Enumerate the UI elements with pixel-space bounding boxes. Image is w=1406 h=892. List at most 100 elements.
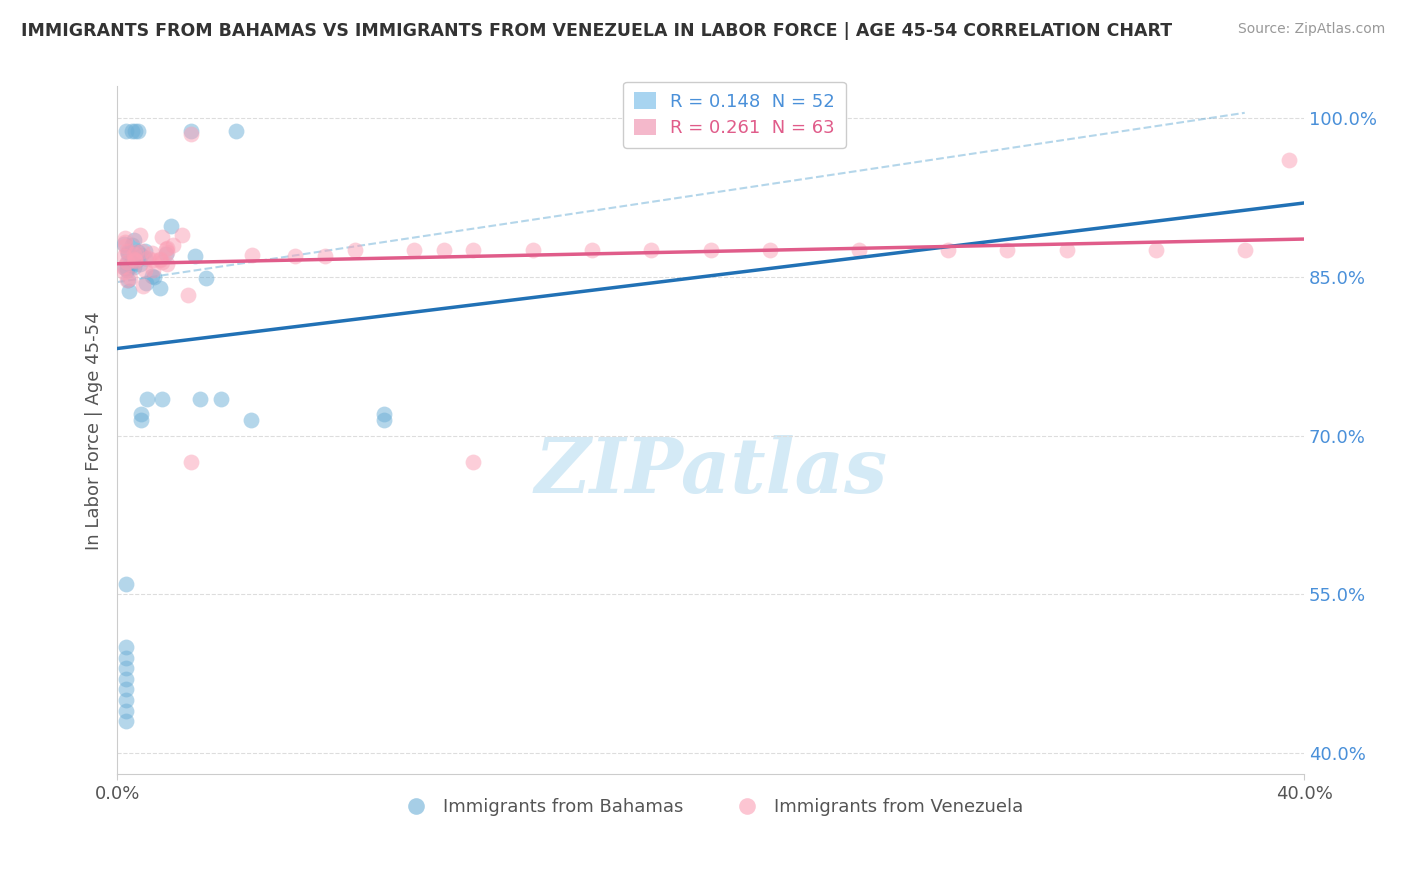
Point	[155, 242, 177, 256]
Point	[180, 124, 202, 138]
Point	[141, 246, 163, 260]
Point	[188, 392, 211, 406]
Point	[118, 270, 141, 285]
Point	[1144, 244, 1167, 258]
Point	[160, 219, 183, 234]
Point	[115, 124, 138, 138]
Point	[115, 640, 138, 655]
Point	[112, 260, 135, 275]
Point	[128, 227, 150, 242]
Point	[127, 124, 149, 138]
Point	[522, 244, 544, 258]
Point	[463, 244, 485, 258]
Point	[149, 280, 172, 294]
Legend: Immigrants from Bahamas, Immigrants from Venezuela: Immigrants from Bahamas, Immigrants from…	[391, 791, 1031, 823]
Point	[122, 260, 145, 274]
Point	[114, 235, 136, 250]
Point	[115, 263, 138, 277]
Point	[114, 238, 136, 252]
Point	[463, 455, 485, 469]
Point	[640, 244, 662, 258]
Point	[759, 244, 782, 258]
Point	[180, 127, 202, 141]
Point	[156, 241, 179, 255]
Point	[135, 392, 157, 406]
Point	[180, 455, 202, 469]
Point	[162, 237, 184, 252]
Point	[284, 249, 307, 263]
Point	[117, 247, 139, 261]
Point	[314, 249, 336, 263]
Point	[131, 244, 153, 258]
Point	[141, 268, 163, 283]
Point	[115, 704, 138, 718]
Point	[156, 245, 179, 260]
Point	[150, 392, 173, 406]
Point	[115, 260, 138, 275]
Point	[120, 256, 142, 270]
Point	[117, 245, 139, 260]
Point	[121, 124, 143, 138]
Point	[134, 244, 156, 259]
Point	[122, 252, 145, 267]
Point	[177, 288, 200, 302]
Point	[240, 248, 263, 262]
Point	[129, 408, 152, 422]
Point	[195, 271, 218, 285]
Point	[581, 244, 603, 258]
Point	[118, 284, 141, 298]
Point	[373, 412, 395, 426]
Point	[124, 254, 146, 268]
Point	[1056, 244, 1078, 258]
Point	[112, 264, 135, 278]
Point	[142, 252, 165, 267]
Point	[117, 273, 139, 287]
Y-axis label: In Labor Force | Age 45-54: In Labor Force | Age 45-54	[86, 311, 103, 549]
Point	[115, 672, 138, 686]
Point	[114, 260, 136, 275]
Point	[121, 238, 143, 252]
Point	[149, 252, 172, 267]
Point	[129, 257, 152, 271]
Point	[848, 244, 870, 258]
Point	[115, 576, 138, 591]
Point	[114, 231, 136, 245]
Point	[129, 248, 152, 262]
Point	[115, 714, 138, 729]
Point	[136, 251, 159, 265]
Point	[115, 693, 138, 707]
Point	[1278, 153, 1301, 168]
Point	[135, 276, 157, 290]
Point	[150, 255, 173, 269]
Point	[115, 682, 138, 697]
Point	[115, 254, 138, 268]
Point	[112, 249, 135, 263]
Point	[125, 252, 148, 267]
Point	[373, 408, 395, 422]
Point	[172, 228, 194, 243]
Point	[936, 244, 959, 258]
Text: IMMIGRANTS FROM BAHAMAS VS IMMIGRANTS FROM VENEZUELA IN LABOR FORCE | AGE 45-54 : IMMIGRANTS FROM BAHAMAS VS IMMIGRANTS FR…	[21, 22, 1173, 40]
Point	[115, 661, 138, 675]
Point	[155, 247, 177, 261]
Point	[115, 650, 138, 665]
Point	[1233, 244, 1256, 258]
Point	[156, 256, 179, 270]
Point	[239, 412, 262, 426]
Point	[124, 247, 146, 261]
Point	[124, 253, 146, 268]
Point	[115, 273, 138, 287]
Point	[150, 229, 173, 244]
Point	[132, 278, 155, 293]
Point	[142, 263, 165, 277]
Point	[115, 256, 138, 270]
Point	[148, 252, 170, 266]
Point	[112, 236, 135, 251]
Point	[432, 244, 454, 258]
Point	[120, 259, 142, 273]
Point	[127, 244, 149, 259]
Point	[209, 392, 232, 406]
Point	[122, 233, 145, 247]
Point	[699, 244, 721, 258]
Text: ZIPatlas: ZIPatlas	[534, 434, 887, 508]
